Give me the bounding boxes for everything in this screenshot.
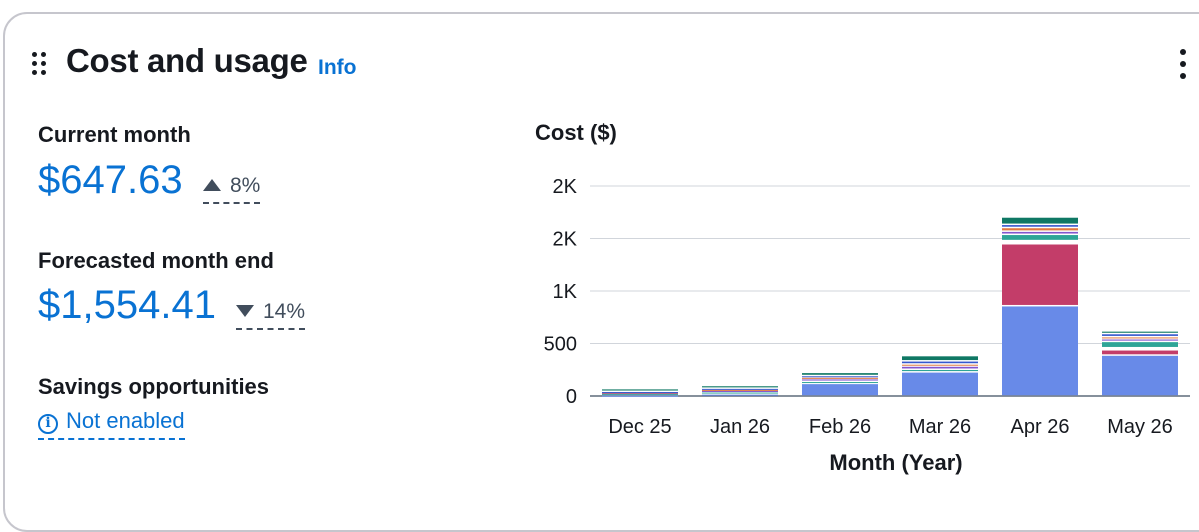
info-link[interactable]: Info [318, 56, 357, 79]
cost-bar-chart: 0 500 1K 2K 2K Dec 25 Jan 26 Feb 26 Mar 26 Apr 26… [544, 176, 1190, 475]
cost-usage-widget [3, 12, 1199, 532]
x-tick-label: Apr 26 [1011, 416, 1070, 438]
forecast-value: $1,554.41 [38, 283, 216, 327]
bar-segment[interactable] [902, 361, 978, 364]
y-tick-label: 2K [553, 229, 578, 251]
forecast-label: Forecasted month end [38, 248, 274, 273]
x-tick-label: Jan 26 [710, 416, 770, 438]
bar-segment[interactable] [1002, 241, 1078, 243]
arrow-up-icon [203, 179, 221, 191]
bar-feb-26[interactable] [802, 373, 878, 396]
bar-segment[interactable] [802, 377, 878, 379]
bar-segment[interactable] [902, 372, 978, 396]
bar-segment[interactable] [802, 376, 878, 378]
bar-jan-26[interactable] [702, 386, 778, 396]
bar-segment[interactable] [602, 392, 678, 394]
bar-segment[interactable] [902, 364, 978, 366]
bar-segment[interactable] [602, 389, 678, 391]
drag-handle-icon[interactable] [30, 50, 48, 78]
y-tick-label: 500 [544, 334, 577, 356]
y-tick-label: 2K [553, 176, 578, 198]
bar-segment[interactable] [802, 379, 878, 381]
bar-segment[interactable] [702, 394, 778, 396]
x-tick-label: Feb 26 [809, 416, 871, 438]
bar-segment[interactable] [702, 392, 778, 394]
bar-segment[interactable] [1002, 231, 1078, 234]
bar-segment[interactable] [1002, 306, 1078, 396]
bar-segment[interactable] [702, 388, 778, 390]
bar-segment[interactable] [1102, 334, 1178, 336]
bar-segment[interactable] [1102, 350, 1178, 355]
bar-segment[interactable] [1002, 235, 1078, 240]
bar-segment[interactable] [602, 394, 678, 396]
bar-segment[interactable] [1102, 339, 1178, 341]
x-tick-label: Mar 26 [909, 416, 971, 438]
bar-segment[interactable] [1002, 244, 1078, 305]
bar-may-26[interactable] [1102, 331, 1178, 396]
bar-segment[interactable] [1102, 355, 1178, 396]
x-tick-label: May 26 [1107, 416, 1173, 438]
bar-apr-26[interactable] [1002, 217, 1078, 396]
forecast-change[interactable]: 14% [236, 300, 306, 330]
bar-mar-26[interactable] [902, 356, 978, 396]
forecast-change-text: 14% [263, 300, 306, 323]
bar-segment[interactable] [702, 390, 778, 392]
current-month-change-text: 8% [230, 174, 261, 197]
bar-segment[interactable] [702, 389, 778, 391]
bar-segment[interactable] [1102, 348, 1178, 350]
bar-segment[interactable] [1002, 228, 1078, 231]
bar-segment[interactable] [902, 356, 978, 361]
bar-segment[interactable] [802, 373, 878, 375]
bar-segment[interactable] [1002, 225, 1078, 227]
bar-segment[interactable] [1102, 331, 1178, 333]
bar-segment[interactable] [702, 386, 778, 388]
bar-segment[interactable] [602, 395, 678, 397]
widget-title: Cost and usage [66, 42, 308, 79]
chart-title: Cost ($) [535, 120, 617, 145]
savings-link-text: Not enabled [66, 408, 185, 433]
bar-segment[interactable] [1102, 342, 1178, 347]
current-month-change[interactable]: 8% [203, 174, 261, 204]
savings-label: Savings opportunities [38, 374, 270, 399]
bar-segment[interactable] [802, 384, 878, 396]
savings-not-enabled-link[interactable]: i Not enabled [38, 408, 185, 440]
current-month-label: Current month [38, 122, 191, 147]
bar-segment[interactable] [802, 382, 878, 384]
arrow-down-icon [236, 305, 254, 317]
bar-segment[interactable] [602, 392, 678, 394]
info-circle-icon: i [38, 414, 58, 434]
bar-dec-25[interactable] [602, 389, 678, 397]
bar-segment[interactable] [902, 366, 978, 369]
bar-segment[interactable] [1102, 337, 1178, 339]
x-tick-label: Dec 25 [608, 416, 671, 438]
y-tick-label: 1K [553, 281, 578, 303]
bar-segment[interactable] [902, 369, 978, 372]
bar-segment[interactable] [602, 393, 678, 395]
y-tick-label: 0 [566, 386, 577, 408]
x-axis-label: Month (Year) [829, 450, 962, 475]
bar-segment[interactable] [1002, 217, 1078, 224]
current-month-value: $647.63 [38, 158, 183, 202]
more-options-icon[interactable] [1174, 47, 1192, 81]
